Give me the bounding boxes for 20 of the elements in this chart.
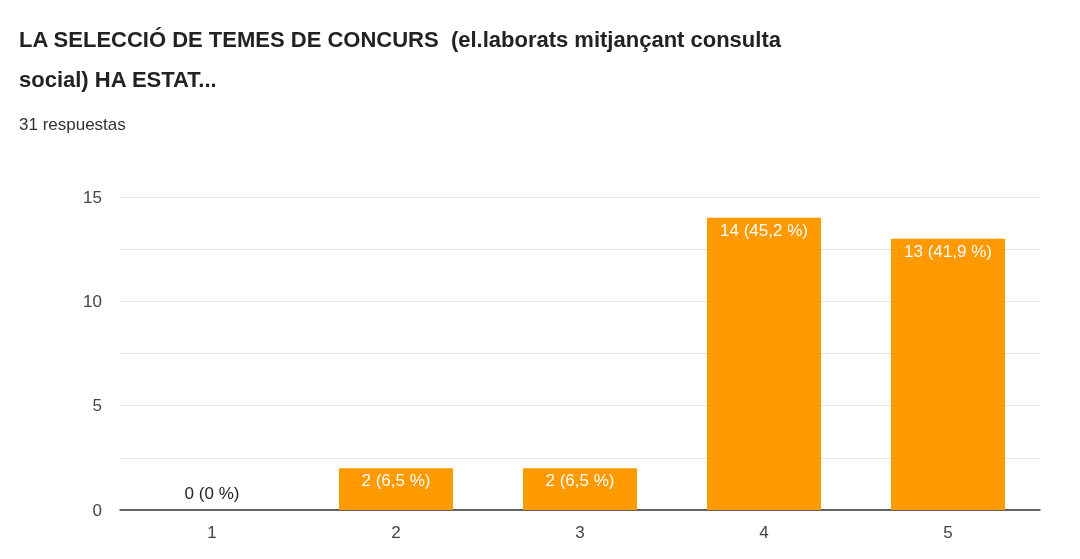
y-tick-label: 0 [92,500,102,520]
data-label: 2 (6,5 %) [361,471,431,491]
x-tick-label: 2 [391,523,401,542]
bar [338,468,454,510]
chart-subtitle: 31 respuestas [19,115,126,134]
x-tick-label: 1 [207,523,217,542]
data-label: 0 (0 %) [184,484,240,503]
x-tick-label: 4 [759,523,769,542]
x-tick-label: 5 [943,523,953,542]
bar [890,238,1006,510]
data-label: 13 (41,9 %) [904,241,992,261]
chart-title: LA SELECCIÓ DE TEMES DE CONCURS (el.laborats mitjançant consulta social) HA ESTAT... [19,26,788,92]
y-tick-label: 10 [83,291,102,311]
bar [522,468,638,510]
data-label: 2 (6,5 %) [545,471,615,491]
bar [706,217,822,510]
x-tick-label: 3 [575,523,585,542]
y-tick-label: 15 [83,187,102,207]
y-tick-label: 5 [92,396,102,416]
data-label: 14 (45,2 %) [720,220,808,240]
